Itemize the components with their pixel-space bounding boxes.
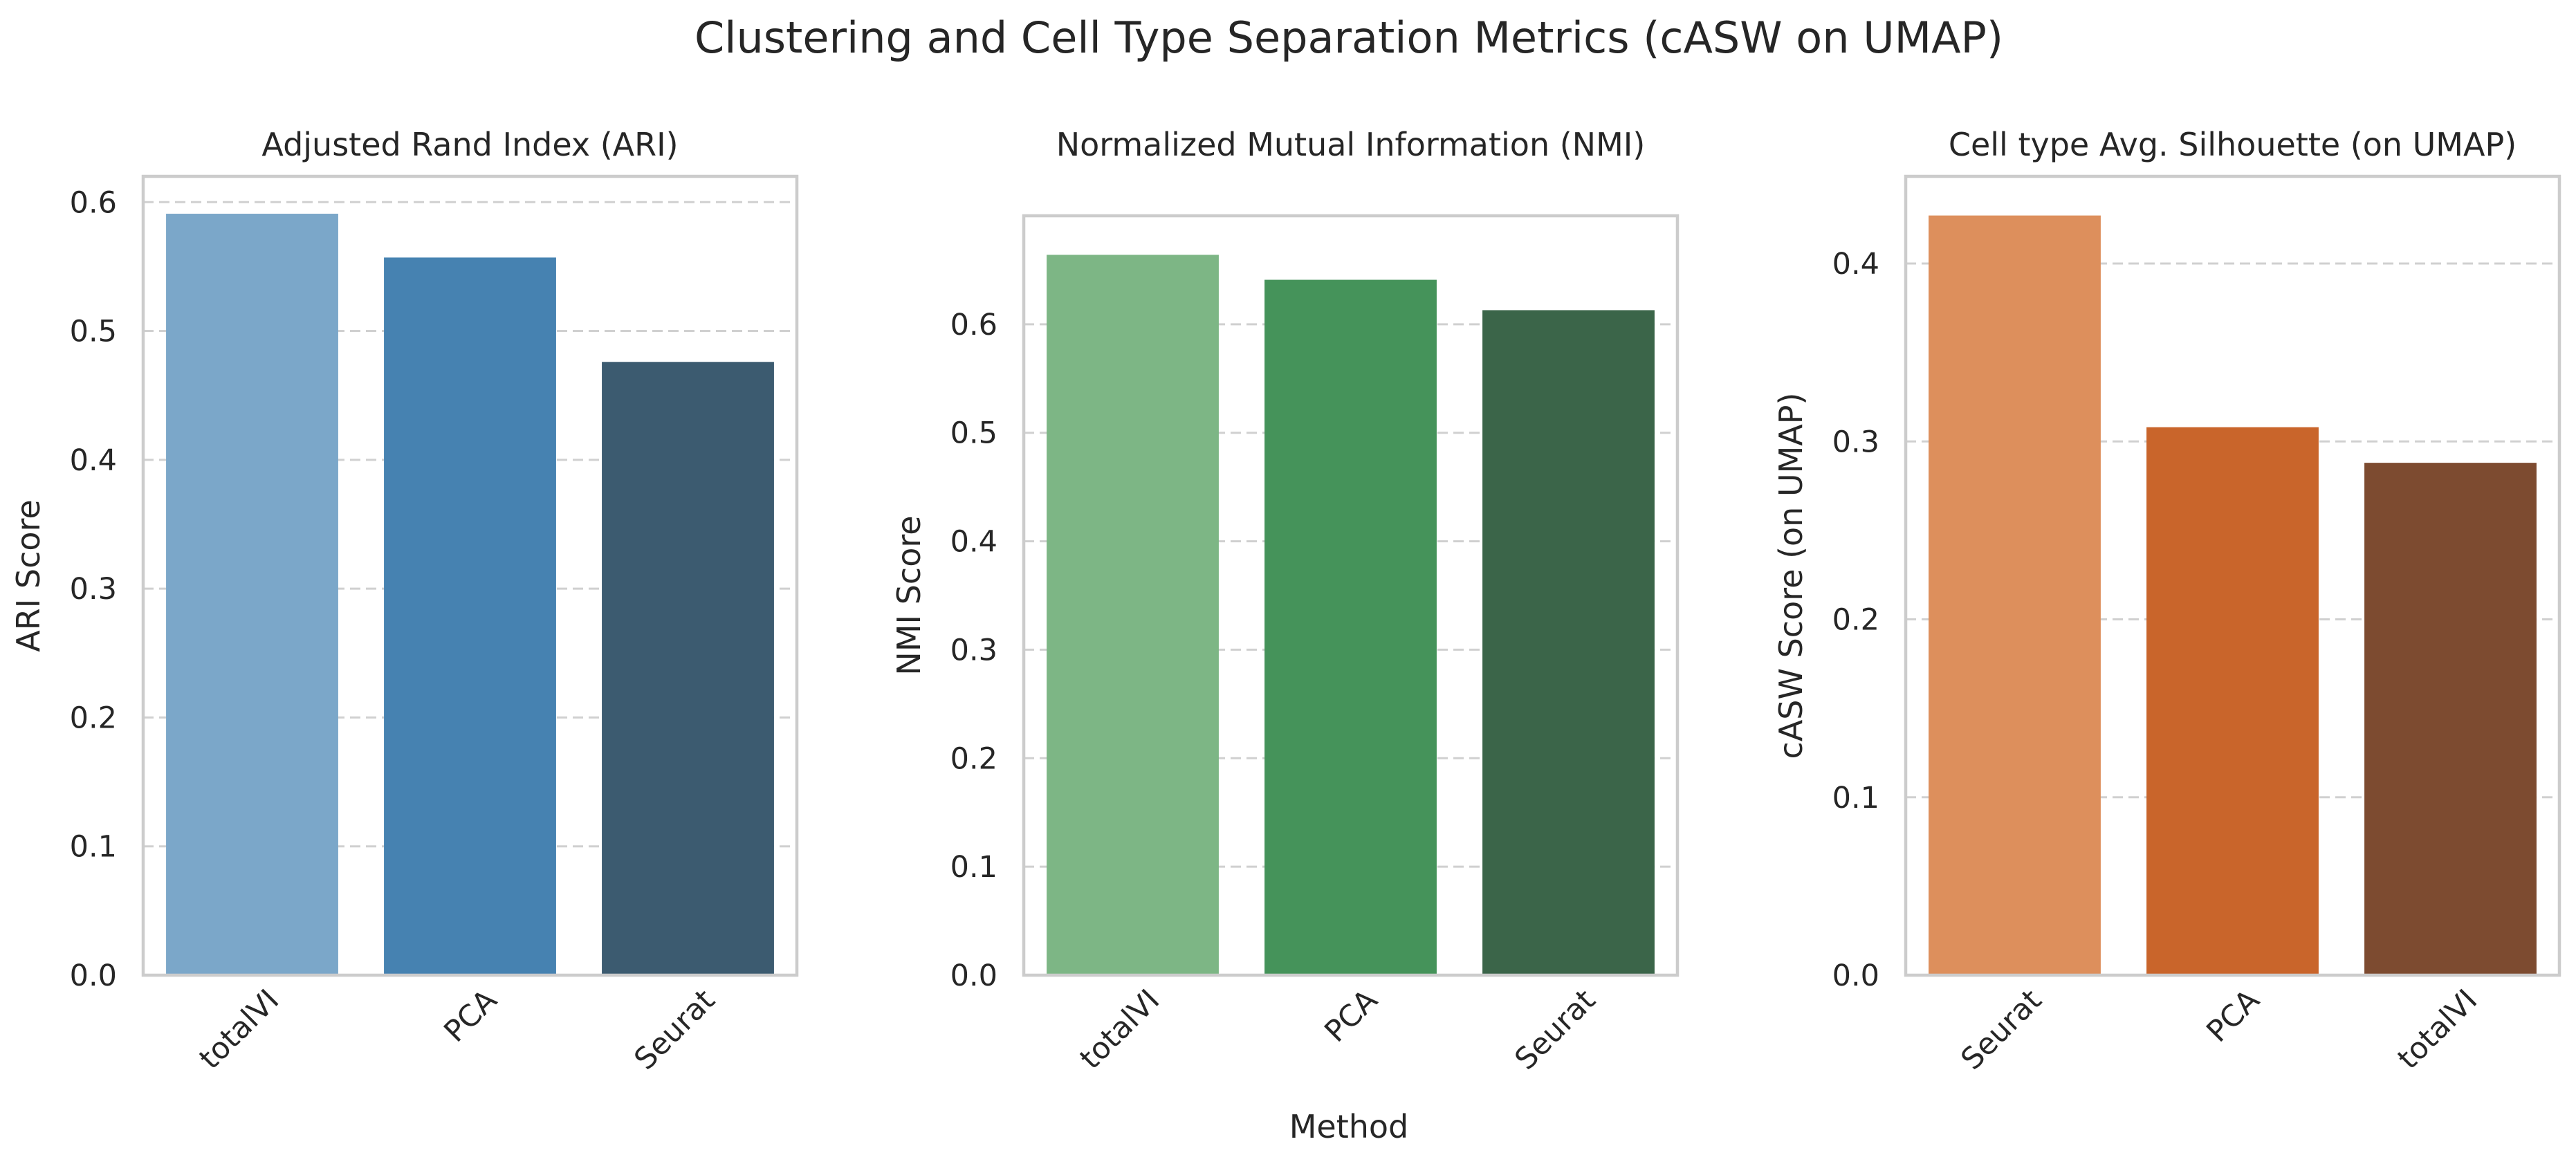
y-tick-label: 0.3 [950, 633, 997, 667]
panel-title: Adjusted Rand Index (ARI) [261, 126, 678, 163]
y-tick-label: 0.2 [950, 741, 997, 776]
y-tick-label: 0.0 [70, 959, 117, 993]
y-tick-label: 0.4 [1832, 247, 1879, 281]
x-tick-label: totalVI [193, 983, 286, 1076]
y-axis-label: cASW Score (on UMAP) [1772, 393, 1810, 759]
bar-seurat [1482, 310, 1655, 976]
x-tick-label: PCA [438, 983, 504, 1049]
y-tick-label: 0.5 [70, 315, 117, 349]
chart-panel-1: 0.0 0.1 0.2 0.3 0.4 0.5 0.6 totalVI PCA Seurat Adj… [10, 126, 799, 1077]
x-tick-label: Seurat [1955, 983, 2049, 1077]
chart-panel-3: 0.0 0.1 0.2 0.3 0.4 Seurat PCA totalVI Cell type… [1772, 126, 2561, 1077]
y-tick-label: 0.1 [1832, 781, 1879, 815]
bar-pca [2146, 427, 2319, 975]
y-tick-label: 0.1 [70, 830, 117, 865]
y-tick-label: 0.3 [70, 572, 117, 607]
axes-frame [141, 174, 799, 977]
bar-totalvi [166, 214, 338, 976]
panels: 0.0 0.1 0.2 0.3 0.4 0.5 0.6 totalVI PCA Seurat Adj… [10, 126, 2561, 1077]
x-tick-label: Seurat [1509, 983, 1603, 1077]
chart-panel-2: 0.0 0.1 0.2 0.3 0.4 0.5 0.6 totalVI PCA Seurat Nor… [890, 126, 1680, 1077]
y-tick-label: 0.4 [70, 443, 117, 478]
y-tick-label: 0.5 [950, 416, 997, 451]
bar-totalvi [1047, 255, 1219, 976]
y-tick-label: 0.2 [1832, 603, 1879, 638]
x-tick-label: PCA [2200, 983, 2267, 1049]
axes-frame [1904, 174, 2561, 977]
panel-title: Normalized Mutual Information (NMI) [1056, 126, 1646, 163]
x-tick-label: totalVI [1074, 983, 1167, 1076]
y-tick-label: 0.0 [950, 959, 997, 993]
y-axis-label: ARI Score [10, 499, 47, 652]
y-tick-label: 0.3 [1832, 425, 1879, 459]
bar-seurat [1929, 215, 2101, 976]
shared-x-axis-label: Method [1289, 1108, 1409, 1145]
bar-pca [384, 257, 556, 975]
y-tick-label: 0.1 [950, 850, 997, 885]
y-tick-label: 0.6 [950, 308, 997, 342]
bar-seurat [602, 362, 774, 975]
axes-frame [1022, 214, 1680, 977]
figure-title: Clustering and Cell Type Separation Metr… [694, 12, 2003, 63]
y-tick-label: 0.0 [1832, 959, 1879, 993]
y-axis-label: NMI Score [890, 515, 928, 675]
x-tick-label: totalVI [2391, 983, 2485, 1076]
x-tick-label: PCA [1318, 983, 1385, 1049]
y-tick-label: 0.4 [950, 525, 997, 560]
bar-totalvi [2364, 463, 2537, 975]
bar-pca [1264, 279, 1437, 975]
y-tick-label: 0.6 [70, 185, 117, 220]
panel-title: Cell type Avg. Silhouette (on UMAP) [1949, 126, 2517, 163]
x-tick-label: Seurat [628, 983, 722, 1077]
y-tick-label: 0.2 [70, 701, 117, 735]
